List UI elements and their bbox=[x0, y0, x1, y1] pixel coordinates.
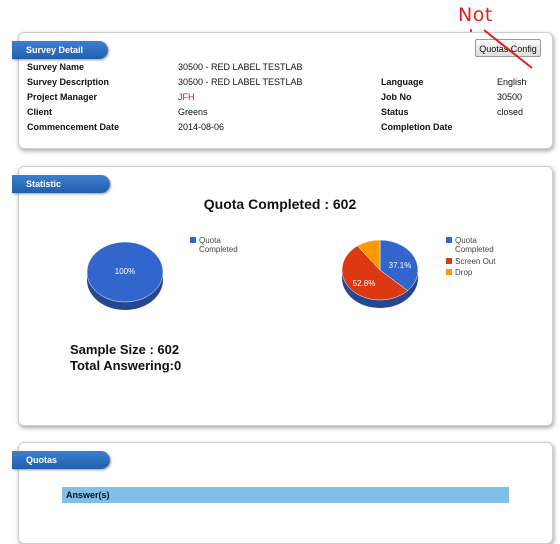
language-label: Language bbox=[381, 77, 424, 87]
status-value: closed bbox=[497, 107, 524, 117]
legend-label-quota-completed-2: Quota Completed bbox=[455, 236, 494, 254]
survey-name-label: Survey Name bbox=[27, 62, 85, 72]
pie-slice-quota-completed bbox=[379, 239, 419, 291]
pie-slice-screen-out bbox=[341, 245, 408, 301]
pie-slice-quota-completed bbox=[86, 241, 164, 303]
client-value: Greens bbox=[178, 107, 208, 117]
statistic-header: Statistic bbox=[12, 175, 110, 193]
status-label: Status bbox=[381, 107, 409, 117]
legend-swatch-screen-out bbox=[446, 258, 452, 264]
total-answering-text: Total Answering:0 bbox=[70, 358, 182, 373]
survey-description-value: 30500 - RED LABEL TESTLAB bbox=[178, 77, 303, 87]
job-no-value: 30500 bbox=[497, 92, 523, 102]
quotas-header: Quotas bbox=[12, 451, 110, 469]
project-manager-label: Project Manager bbox=[27, 92, 98, 102]
completion-date-label: Completion Date bbox=[381, 122, 453, 132]
project-manager-value: JFH bbox=[178, 92, 195, 102]
survey-detail-header: Survey Detail bbox=[12, 41, 108, 59]
answers-column-header: Answer(s) bbox=[62, 487, 509, 503]
commencement-date-value: 2014-08-06 bbox=[178, 122, 225, 132]
pie-chart-breakdown: 37.1% 52.8% bbox=[341, 239, 419, 308]
quotas-config-button[interactable]: Quotas Config bbox=[475, 39, 541, 57]
language-value: English bbox=[497, 77, 527, 87]
pie-slice-label: 37.1% bbox=[389, 261, 412, 270]
job-no-label: Job No bbox=[381, 92, 412, 102]
legend-swatch-quota-completed bbox=[190, 237, 196, 243]
legend-label-drop: Drop bbox=[455, 268, 473, 277]
legend-swatch-quota-completed-2 bbox=[446, 237, 452, 243]
survey-name-value: 30500 - RED LABEL TESTLAB bbox=[178, 62, 303, 72]
commencement-date-label: Commencement Date bbox=[27, 122, 120, 132]
legend-label-quota-completed: Quota Completed bbox=[199, 236, 238, 254]
pie-chart-total: 100% bbox=[86, 241, 164, 310]
quota-completed-heading: Quota Completed : 602 bbox=[203, 196, 357, 212]
legend-label-screen-out: Screen Out bbox=[455, 257, 496, 266]
legend-swatch-drop bbox=[446, 269, 452, 275]
sample-size-text: Sample Size : 602 bbox=[70, 342, 180, 357]
client-label: Client bbox=[27, 107, 53, 117]
pie-slice-label: 52.8% bbox=[353, 279, 376, 288]
pie-slice-label: 100% bbox=[115, 267, 135, 276]
survey-description-label: Survey Description bbox=[27, 77, 110, 87]
pie-slice-drop bbox=[357, 239, 381, 271]
